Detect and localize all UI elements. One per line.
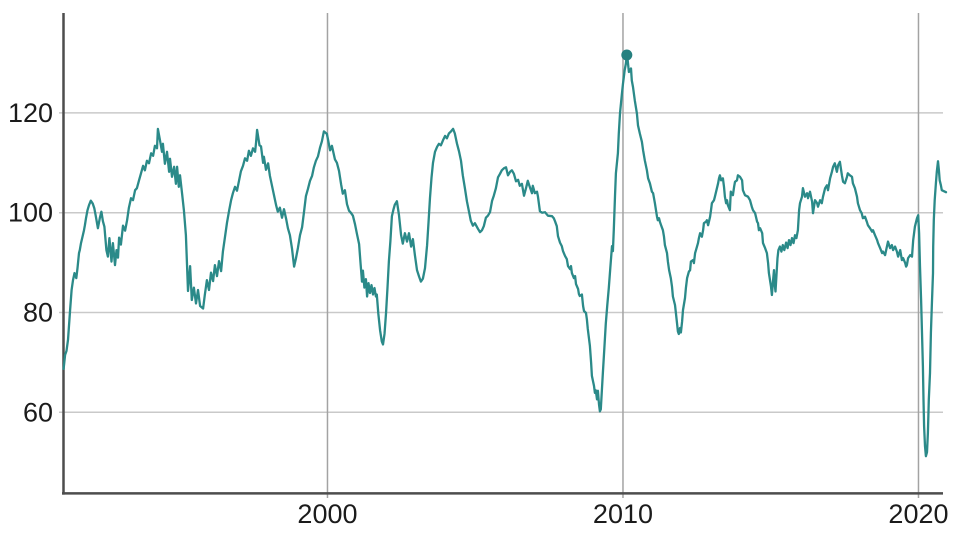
y-axis-tick-label: 120 [8, 98, 53, 128]
y-axis-tick-label: 60 [23, 397, 53, 427]
x-axis-tick-label: 2000 [297, 499, 357, 529]
data-line-series [62, 53, 948, 458]
y-axis-tick-label: 100 [8, 198, 53, 228]
x-axis-tick-label: 2010 [593, 499, 653, 529]
peak-marker-dot [621, 49, 633, 61]
x-axis-tick-label: 2020 [888, 499, 948, 529]
y-axis-tick-label: 80 [23, 298, 53, 328]
